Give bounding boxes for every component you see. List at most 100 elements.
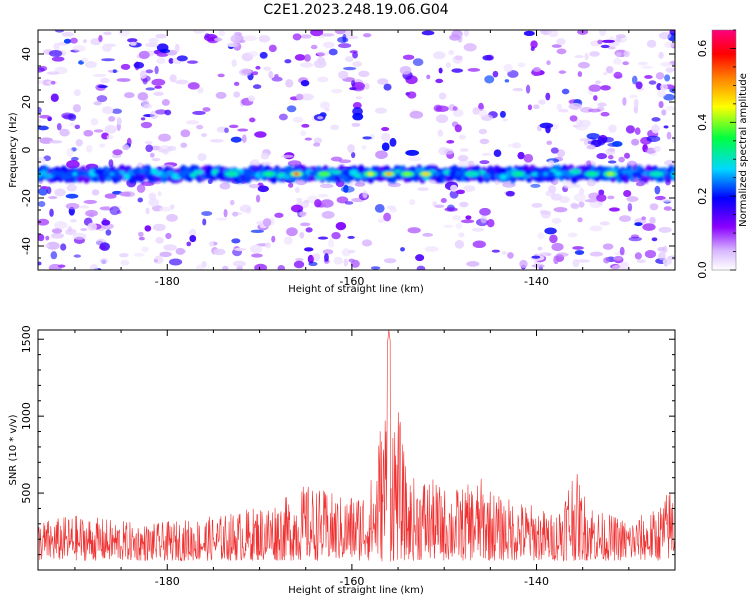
heatmap-noise-blob [261, 161, 272, 165]
heatmap-noise-blob [96, 95, 108, 103]
heatmap-noise-blob [409, 110, 424, 119]
heatmap-noise-blob [119, 191, 132, 197]
heatmap-noise-blob [550, 193, 563, 201]
heatmap-panel: -180 -160 -140 -40 -20 0 20 40 Height of strai… [8, 29, 691, 295]
heatmap-noise-blob [104, 124, 117, 134]
heatmap-noise-blob [243, 35, 258, 42]
heatmap-noise-blob [426, 74, 431, 80]
heatmap-noise-blob [662, 258, 673, 265]
heatmap-noise-blob [108, 159, 114, 168]
heatmap-noise-blob [452, 108, 464, 118]
heatmap-noise-blob [124, 92, 135, 99]
heatmap-noise-blob [572, 246, 584, 250]
heatmap-noise-blob [91, 189, 100, 196]
heatmap-noise-blob [59, 128, 70, 137]
heatmap-noise-blob [138, 231, 144, 237]
heatmap-noise-blob [192, 30, 206, 35]
heatmap-noise-blob [463, 185, 476, 192]
colorbar-title: Normalized spectral amplitude [738, 73, 749, 227]
heatmap-noise-blob [48, 49, 63, 57]
heatmap-noise-blob [595, 80, 601, 85]
heatmap-noise-blob [186, 241, 192, 247]
heatmap-noise-blob [636, 259, 646, 264]
band-cell [631, 172, 641, 177]
heatmap-noise-blob [249, 244, 263, 254]
heatmap-noise-blob [54, 188, 66, 197]
heatmap-noise-blob [174, 43, 180, 53]
heatmap-noise-blob [663, 125, 669, 129]
heatmap-noise-blob [169, 204, 175, 210]
heatmap-noise-blob [73, 254, 81, 258]
heatmap-noise-blob [570, 203, 580, 210]
heatmap-noise-blob [607, 160, 617, 164]
heatmap-noise-blob [120, 63, 131, 70]
heatmap-noise-blob [623, 50, 630, 58]
heatmap-noise-blob [613, 71, 623, 79]
heatmap-noise-blob [578, 201, 585, 208]
heatmap-noise-blob [160, 48, 171, 54]
heatmap-noise-blob [370, 266, 381, 270]
heatmap-noise-blob [106, 134, 114, 140]
heatmap-noise-blob [202, 107, 211, 112]
heatmap-noise-blob [519, 259, 528, 269]
heatmap-noise-blob [658, 226, 672, 233]
heatmap-noise-blob [362, 189, 368, 199]
heatmap-noise-blob [312, 253, 321, 262]
heatmap-noise-blob [677, 45, 691, 53]
heatmap-noise-blob [587, 108, 601, 113]
heatmap-noise-blob [38, 67, 45, 73]
heatmap-noise-blob [56, 123, 62, 131]
heatmap-noise-blob [480, 215, 487, 224]
heatmap-noise-blob [577, 71, 583, 78]
heatmap-noise-blob [38, 106, 42, 114]
heatmap-noise-blob [613, 256, 623, 261]
heatmap-noise-blob [328, 48, 338, 56]
heatmap-noise-blob [637, 61, 648, 66]
heatmap-noise-blob [271, 235, 276, 243]
heatmap-noise-blob [660, 83, 669, 91]
heatmap-noise-blob [507, 252, 514, 259]
heatmap-noise-blob [300, 93, 314, 101]
heatmap-noise-blob [622, 97, 627, 106]
heatmap-noise-blob [330, 124, 340, 131]
heatmap-noise-blob [314, 199, 322, 208]
heatmap-noise-blob [611, 264, 623, 270]
heatmap-noise-blob [196, 124, 204, 130]
heatmap-noise-blob [85, 209, 98, 217]
heatmap-noise-blob [192, 110, 206, 116]
heatmap-noise-blob [80, 228, 88, 232]
heatmap-noise-blob [150, 145, 162, 151]
heatmap-noise-blob [105, 229, 112, 236]
heatmap-noise-blob [230, 136, 242, 143]
heatmap-noise-blob [538, 99, 546, 105]
heatmap-x-axis: -180 -160 -140 [74, 30, 676, 288]
heatmap-noise-blob [145, 207, 150, 215]
heatmap-noise-blob [407, 227, 421, 234]
chart-title: C2E1.2023.248.19.06.G04 [263, 2, 448, 18]
heatmap-noise-blob [611, 141, 623, 147]
heatmap-noise-blob [61, 32, 74, 37]
heatmap-noise-blob [90, 117, 99, 126]
heatmap-noise-blob [375, 150, 388, 160]
heatmap-noise-blob [409, 199, 416, 206]
heatmap-noise-blob [517, 62, 526, 68]
heatmap-noise-blob [254, 263, 268, 270]
heatmap-noise-blob [416, 265, 426, 270]
heatmap-noise-blob [300, 79, 310, 87]
heatmap-noise-blob [232, 260, 246, 267]
heatmap-noise-blob [596, 153, 608, 160]
heatmap-noise-blob [665, 67, 675, 73]
band-peak-core [293, 172, 299, 176]
heatmap-noise-blob [99, 257, 109, 265]
heatmap-noise-blob [138, 50, 150, 60]
heatmap-noise-blob [484, 75, 495, 84]
heatmap-noise-blob [466, 261, 480, 267]
heatmap-noise-blob [165, 232, 172, 240]
heatmap-noise-blob [140, 121, 153, 129]
heatmap-noise-blob [102, 106, 114, 115]
heatmap-noise-blob [351, 122, 361, 127]
heatmap-noise-blob [352, 101, 362, 109]
heatmap-noise-blob [452, 215, 462, 221]
heatmap-noise-blob [355, 96, 363, 100]
